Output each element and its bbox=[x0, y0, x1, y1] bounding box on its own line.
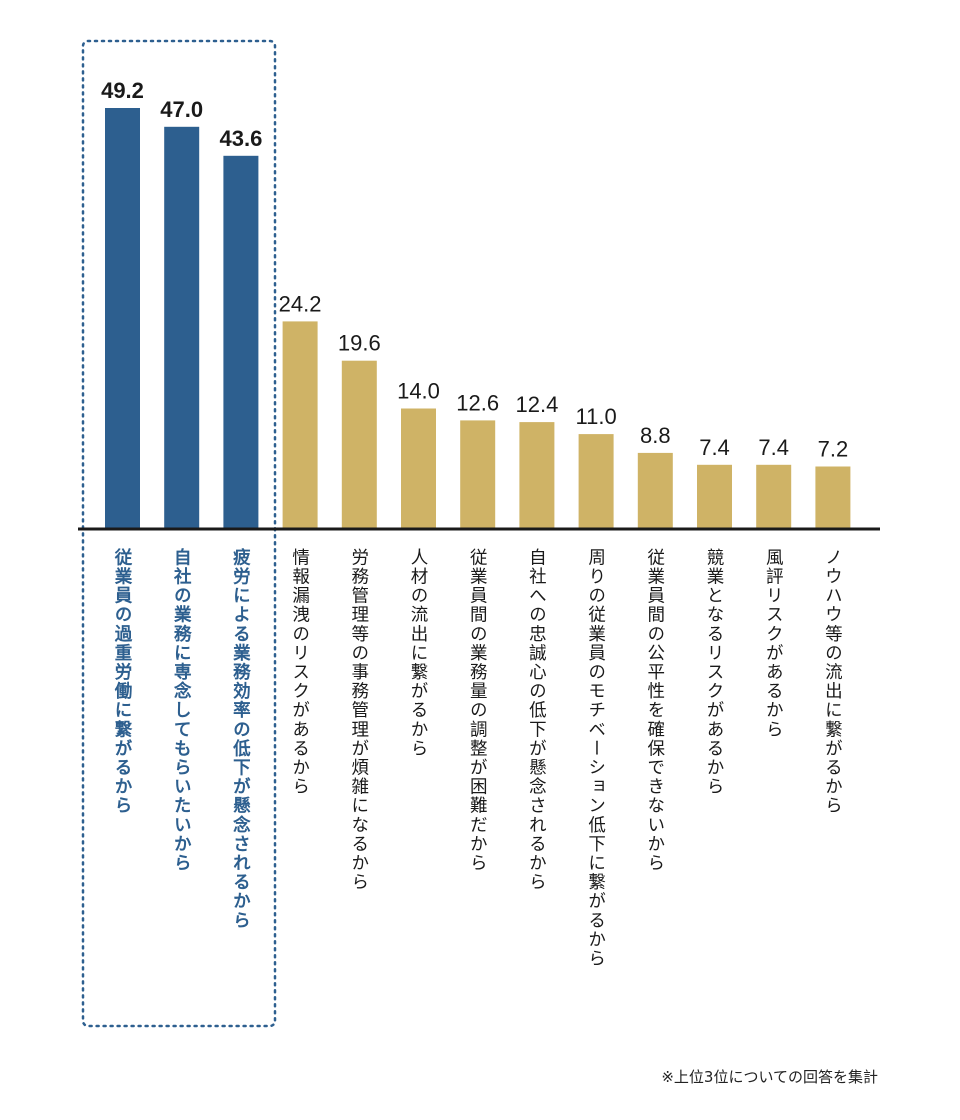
value-label-1: 49.2 bbox=[101, 78, 144, 103]
category-label-9: 周りの従業員のモチベーション低下に繋がるから bbox=[585, 548, 606, 969]
bar-8 bbox=[519, 422, 555, 528]
value-label-12: 7.4 bbox=[758, 435, 789, 460]
value-label-10: 8.8 bbox=[640, 423, 671, 448]
bar-10 bbox=[637, 452, 673, 528]
category-label-3: 疲労による業務効率の低下が懸念されるから bbox=[230, 548, 251, 930]
category-label-7: 従業員間の業務量の調整が困難だから bbox=[467, 548, 488, 873]
bar-2 bbox=[164, 126, 200, 529]
bar-3 bbox=[223, 155, 259, 529]
bar-9 bbox=[578, 434, 614, 528]
footnote: ※上位3位についての回答を集計 bbox=[661, 1068, 878, 1086]
category-label-8: 自社への忠誠心の低下が懸念されるから bbox=[526, 548, 547, 892]
category-label-2: 自社の業務に専念してもらいたいから bbox=[171, 548, 192, 873]
category-label-1: 従業員の過重労働に繋がるから bbox=[112, 548, 132, 816]
top3-highlight-box bbox=[81, 39, 277, 1028]
value-label-11: 7.4 bbox=[699, 435, 730, 460]
bar-1 bbox=[105, 108, 140, 528]
bar-6 bbox=[401, 408, 436, 528]
bar-4 bbox=[282, 321, 318, 528]
bar-7 bbox=[460, 420, 496, 528]
bar-12 bbox=[756, 464, 792, 528]
value-label-2: 47.0 bbox=[160, 97, 203, 122]
category-label-4: 情報漏洩のリスクがあるから bbox=[289, 548, 310, 797]
category-label-6: 人材の流出に繋がるから bbox=[408, 548, 428, 759]
value-label-9: 11.0 bbox=[576, 404, 617, 429]
value-label-7: 12.6 bbox=[456, 390, 499, 415]
value-label-6: 14.0 bbox=[397, 379, 440, 404]
value-label-5: 19.6 bbox=[338, 331, 381, 356]
bar-13 bbox=[815, 466, 851, 528]
value-label-13: 7.2 bbox=[818, 437, 849, 462]
bar-5 bbox=[341, 360, 377, 528]
bars-group bbox=[105, 108, 851, 529]
value-label-4: 24.2 bbox=[279, 291, 322, 316]
category-label-10: 従業員間の公平性を確保できないから bbox=[644, 548, 665, 873]
category-label-13: ノウハウ等の流出に繋がるから bbox=[822, 548, 843, 816]
value-labels-group: 49.2 47.0 43.6 24.2 19.6 14.0 12.6 12.4 11.0 8.8 7… bbox=[101, 78, 848, 462]
value-label-3: 43.6 bbox=[219, 126, 262, 151]
value-label-8: 12.4 bbox=[515, 392, 558, 417]
category-label-12: 風評リスクがあるから bbox=[763, 548, 784, 739]
bar-11 bbox=[697, 464, 732, 528]
category-label-5: 労務管理等の事務管理が煩雑になるから bbox=[348, 548, 369, 892]
category-label-11: 競業となるリスクがあるから bbox=[704, 548, 724, 797]
